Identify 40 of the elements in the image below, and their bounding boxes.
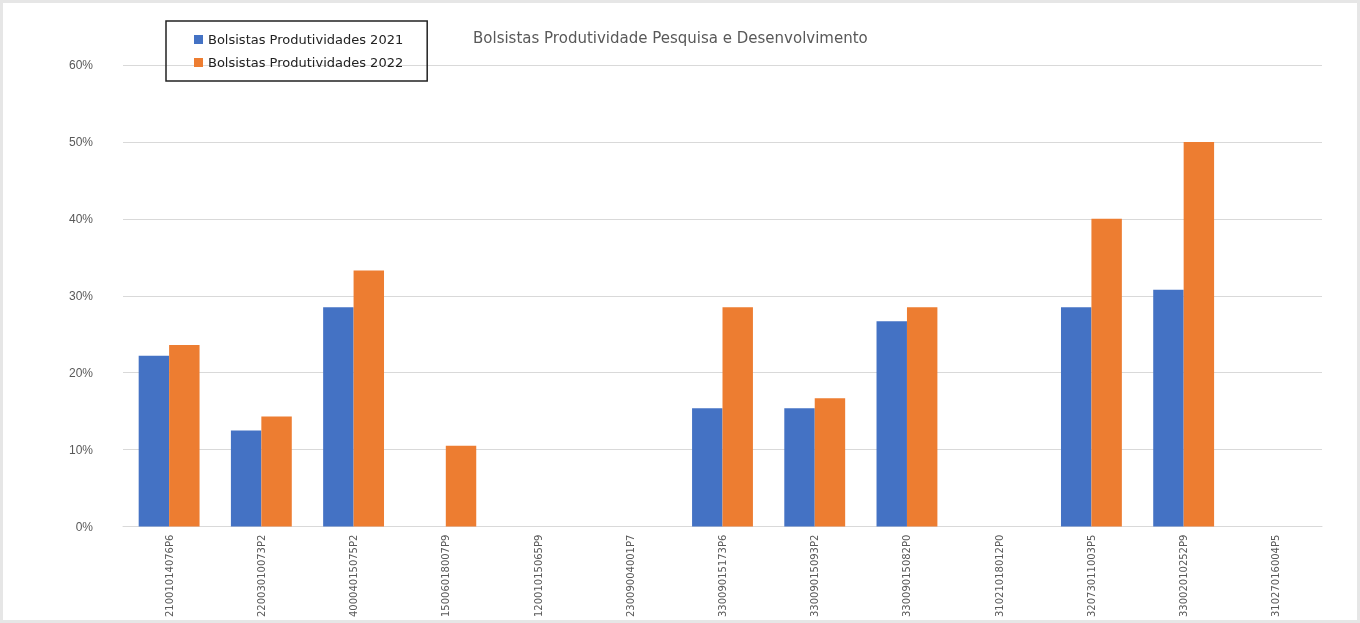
y-tick-label: 10% [68, 442, 94, 457]
x-tick-label: 40004015075P2 [348, 534, 360, 618]
x-tick-label: 15006018007P9 [440, 534, 452, 618]
y-tick-label: 40% [68, 211, 94, 226]
bar [445, 445, 477, 527]
x-tick-label: 31027016004P5 [1270, 534, 1282, 618]
bar [138, 355, 170, 527]
bar [1060, 307, 1092, 527]
bar [784, 408, 815, 527]
y-tick-label: 0% [75, 519, 94, 534]
y-tick-label: 20% [68, 365, 94, 380]
bar [692, 408, 723, 527]
chart-title: Bolsistas Produtividade Pesquisa e Desenvolvimento [473, 28, 868, 47]
x-tick-label: 12001015065P9 [532, 534, 544, 618]
bar [261, 416, 292, 527]
bar [876, 321, 907, 527]
y-tick-label: 50% [68, 134, 94, 149]
x-tick-label: 31021018012P0 [993, 534, 1005, 618]
bar [169, 345, 200, 527]
y-tick-label: 60% [68, 58, 94, 72]
bar [353, 270, 385, 527]
bar [1153, 289, 1184, 527]
bar [323, 307, 354, 527]
x-tick-label: 23009004001P7 [624, 534, 636, 618]
x-tick-label: 33009015173P6 [717, 534, 728, 618]
bar [230, 430, 262, 527]
bar [814, 398, 846, 527]
legend-label: Bolsistas Produtividades 2021 [208, 32, 404, 47]
x-tick-label: 22003010073P2 [255, 534, 267, 618]
y-tick-label: 30% [68, 288, 94, 303]
x-tick-label: 21001014076P6 [163, 534, 175, 618]
legend-label: Bolsistas Produtividades 2022 [208, 55, 404, 70]
x-tick-label: 33009015093P2 [809, 534, 821, 618]
bar [1091, 218, 1122, 527]
bar [722, 307, 753, 527]
x-tick-label: 33009015082P0 [901, 534, 913, 618]
bar [1183, 141, 1215, 527]
x-tick-label: 32073011003P5 [1085, 534, 1097, 618]
x-tick-label: 33002010252P9 [1178, 534, 1190, 618]
bar [906, 307, 938, 527]
